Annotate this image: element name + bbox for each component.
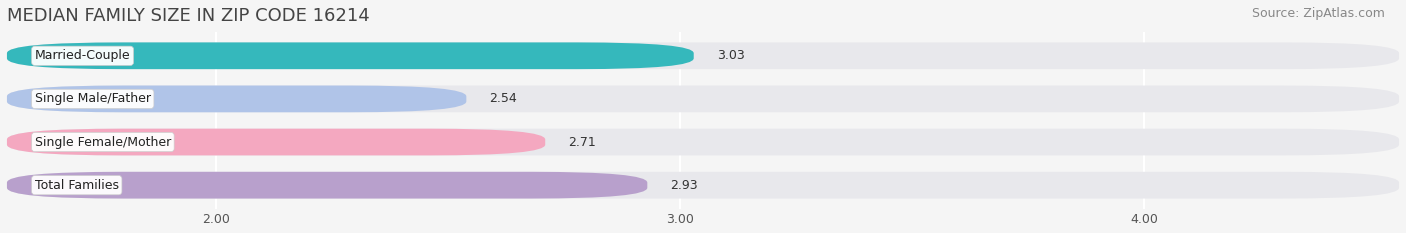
FancyBboxPatch shape — [7, 172, 1399, 199]
Text: Single Male/Father: Single Male/Father — [35, 93, 150, 105]
FancyBboxPatch shape — [7, 86, 467, 112]
FancyBboxPatch shape — [7, 86, 1399, 112]
Text: Single Female/Mother: Single Female/Mother — [35, 136, 172, 148]
Text: Source: ZipAtlas.com: Source: ZipAtlas.com — [1251, 7, 1385, 20]
Text: 3.03: 3.03 — [717, 49, 745, 62]
FancyBboxPatch shape — [7, 129, 546, 155]
Text: 2.93: 2.93 — [671, 179, 699, 192]
FancyBboxPatch shape — [7, 42, 1399, 69]
Text: 2.71: 2.71 — [568, 136, 596, 148]
FancyBboxPatch shape — [7, 129, 1399, 155]
Text: MEDIAN FAMILY SIZE IN ZIP CODE 16214: MEDIAN FAMILY SIZE IN ZIP CODE 16214 — [7, 7, 370, 25]
Text: Married-Couple: Married-Couple — [35, 49, 131, 62]
Text: Total Families: Total Families — [35, 179, 118, 192]
FancyBboxPatch shape — [7, 172, 647, 199]
Text: 2.54: 2.54 — [489, 93, 517, 105]
FancyBboxPatch shape — [7, 42, 693, 69]
